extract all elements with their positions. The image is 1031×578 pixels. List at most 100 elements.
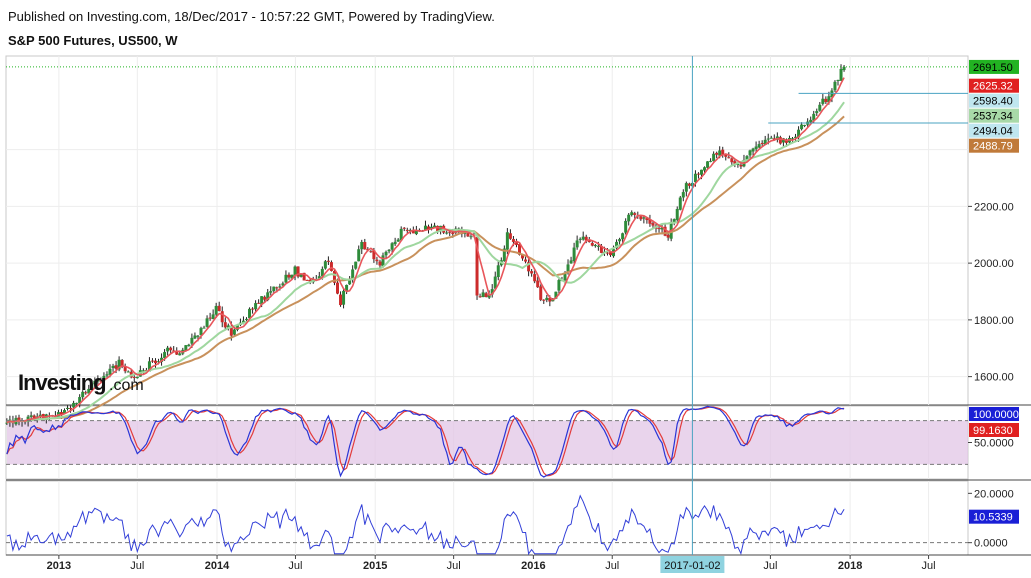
candle-body bbox=[609, 252, 612, 256]
candle-body bbox=[760, 142, 764, 144]
candle-body bbox=[102, 375, 106, 381]
candle-body bbox=[797, 129, 801, 138]
candle-body bbox=[263, 296, 267, 300]
candle-body bbox=[120, 360, 124, 367]
candle-body bbox=[791, 138, 794, 140]
candle-body bbox=[615, 241, 619, 249]
candle-body bbox=[299, 273, 303, 277]
candle-body bbox=[663, 226, 667, 236]
x-tick-label: 2015 bbox=[363, 560, 387, 572]
candle-body bbox=[38, 414, 42, 417]
investing-logo-suffix: .com bbox=[109, 377, 144, 394]
candle-body bbox=[387, 249, 391, 252]
x-tick-label: Jul bbox=[288, 560, 302, 572]
candle-body bbox=[175, 351, 179, 355]
candle-body bbox=[375, 259, 379, 262]
candle-body bbox=[518, 244, 521, 255]
candle-body bbox=[769, 137, 773, 139]
candle-body bbox=[502, 248, 506, 262]
candle-body bbox=[199, 328, 203, 336]
candle-body bbox=[809, 119, 813, 123]
crosshair-date-value: 2017-01-02 bbox=[664, 560, 720, 572]
candle-body bbox=[648, 219, 652, 224]
candle-body bbox=[75, 402, 79, 404]
candle-body bbox=[681, 192, 685, 198]
candle-body bbox=[363, 242, 367, 250]
x-tick-label: 2016 bbox=[521, 560, 545, 572]
candle-body bbox=[496, 265, 500, 278]
candle-body bbox=[111, 365, 115, 368]
candle-body bbox=[360, 241, 364, 250]
candle-body bbox=[381, 255, 385, 267]
x-tick-label: 2018 bbox=[838, 560, 862, 572]
candle-body bbox=[66, 407, 70, 409]
candle-body bbox=[833, 81, 837, 91]
candle-body bbox=[684, 183, 688, 192]
candle-body bbox=[357, 249, 361, 262]
candle-body bbox=[208, 317, 212, 319]
candle-body bbox=[433, 225, 437, 228]
candle-body bbox=[587, 240, 591, 243]
candle-body bbox=[575, 240, 579, 248]
candle-body bbox=[651, 223, 655, 226]
candle-body bbox=[105, 374, 109, 376]
candle-body bbox=[730, 158, 734, 163]
candle-body bbox=[326, 260, 330, 262]
published-caption: Published on Investing.com, 18/Dec/2017 … bbox=[8, 9, 495, 24]
candle-body bbox=[178, 353, 182, 356]
stochastic-lines bbox=[6, 405, 968, 478]
candle-body bbox=[99, 380, 103, 382]
ema-fast-value: 2625.32 bbox=[973, 81, 1013, 93]
price-axis: 1600.00 1800.00 2000.00 2200.00 2691.50 2625.… bbox=[968, 59, 1019, 550]
candle-body bbox=[29, 415, 33, 417]
ema-slow-value: 2488.79 bbox=[973, 141, 1013, 153]
candle-body bbox=[618, 239, 622, 242]
last-price-value: 2691.50 bbox=[973, 62, 1013, 74]
candle-body bbox=[396, 239, 400, 242]
candle-body bbox=[578, 238, 582, 240]
y-tick-label: 2200.00 bbox=[974, 201, 1014, 213]
candle-body bbox=[700, 169, 703, 175]
candle-body bbox=[372, 250, 376, 260]
candle-body bbox=[93, 380, 97, 385]
candle-body bbox=[169, 347, 173, 351]
candle-body bbox=[739, 164, 743, 167]
candle-body bbox=[87, 388, 91, 394]
candle-body bbox=[709, 160, 713, 162]
candle-body bbox=[72, 402, 76, 408]
candle-body bbox=[202, 327, 206, 329]
last-price-tag bbox=[969, 59, 1019, 74]
candle-body bbox=[196, 335, 200, 337]
candle-body bbox=[781, 138, 785, 143]
candle-body bbox=[511, 239, 515, 242]
candle-body bbox=[154, 360, 157, 364]
candle-body bbox=[281, 283, 285, 286]
stochastic-k-line bbox=[6, 405, 845, 478]
moving-average-lines bbox=[6, 77, 845, 424]
candle-body bbox=[545, 297, 549, 301]
candle-body bbox=[505, 232, 509, 250]
candle-body bbox=[402, 227, 406, 229]
overlays bbox=[6, 56, 968, 555]
candle-body bbox=[78, 397, 82, 404]
candle-body bbox=[599, 245, 603, 253]
investing-logo: Investing .com bbox=[18, 370, 144, 395]
candle-body bbox=[794, 136, 798, 138]
candle-body bbox=[536, 280, 540, 288]
candle-body bbox=[815, 111, 819, 114]
candlestick-series bbox=[5, 64, 846, 428]
candle-body bbox=[621, 233, 625, 240]
candle-body bbox=[533, 274, 537, 282]
candle-body bbox=[163, 352, 167, 358]
oscillator-line bbox=[6, 494, 845, 556]
candle-body bbox=[220, 311, 224, 323]
candle-body bbox=[590, 243, 594, 246]
x-tick-label: 2013 bbox=[47, 560, 71, 572]
candle-body bbox=[463, 232, 467, 234]
candle-body bbox=[827, 96, 831, 103]
candle-body bbox=[818, 104, 822, 111]
ema-mid-value: 2537.34 bbox=[973, 111, 1013, 123]
candle-body bbox=[748, 150, 752, 156]
stoch-d-value: 99.1630 bbox=[973, 425, 1013, 437]
